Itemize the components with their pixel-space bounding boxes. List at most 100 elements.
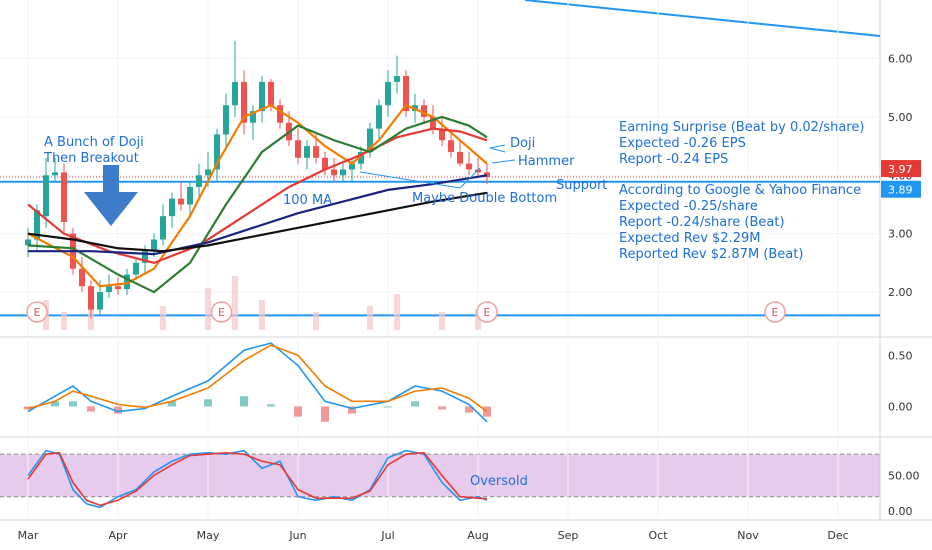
- time-tick-label: Aug: [467, 529, 488, 542]
- macd-pane: [24, 342, 491, 423]
- macd-histogram-bar: [87, 406, 95, 412]
- candle-body: [466, 163, 472, 170]
- macd-histogram-bar: [384, 406, 392, 408]
- volume-bar: [475, 309, 481, 330]
- time-tick-label: Mar: [18, 529, 39, 542]
- candle-body: [43, 175, 49, 217]
- stochastic-pane: [27, 449, 488, 509]
- candle-body: [367, 128, 373, 152]
- earnings-badge: [476, 301, 498, 323]
- note-line: Report -0.24 EPS: [619, 152, 728, 167]
- candle-body: [250, 111, 256, 123]
- candle-body: [268, 81, 274, 106]
- note-100ma: 100 MA: [283, 193, 332, 208]
- candle-body: [421, 105, 427, 117]
- stoch-k-line: [27, 449, 488, 509]
- earnings-badge-label: E: [218, 306, 225, 319]
- volume-bar: [61, 312, 67, 330]
- note-line: Expected -0.26 EPS: [619, 136, 746, 151]
- candle-body: [484, 172, 490, 178]
- note-hammer: Hammer: [518, 154, 575, 169]
- candle-body: [106, 286, 112, 293]
- note-line: Expected -0.25/share: [619, 199, 758, 214]
- candle-body: [313, 146, 319, 158]
- price-tick-label: 2.00: [888, 286, 913, 299]
- stoch-d-line: [27, 451, 488, 507]
- candle-body: [169, 198, 175, 217]
- stoch-tick-label: 50.00: [888, 469, 920, 482]
- ma-green-line: [27, 115, 488, 294]
- candle-body: [151, 239, 157, 252]
- candle-body: [205, 169, 211, 176]
- candle-body: [277, 105, 283, 123]
- price-tick-label: 5.00: [888, 111, 913, 124]
- volume-bar: [232, 276, 238, 330]
- candle-body: [340, 169, 346, 176]
- candle-body: [430, 116, 436, 129]
- note-oversold: Oversold: [470, 474, 528, 489]
- ma-orange-line: [27, 103, 488, 288]
- candle-body: [34, 210, 40, 240]
- time-tick-label: Jun: [288, 529, 306, 542]
- price-tick-label: 6.00: [888, 53, 913, 66]
- down-arrow-icon: [84, 165, 138, 226]
- volume-bar: [160, 306, 166, 330]
- macd-tick-label: 0.50: [888, 349, 913, 362]
- candle-body: [223, 105, 229, 135]
- stochastic-band-fill: [0, 454, 880, 497]
- macd-histogram-bar: [168, 401, 176, 407]
- time-tick-label: Dec: [827, 529, 848, 542]
- macd-tick-label: 0.00: [888, 400, 913, 413]
- stoch-tick-label: 0.00: [888, 505, 913, 518]
- candle-body: [61, 172, 67, 222]
- note-support: Support: [556, 178, 607, 193]
- candle-body: [358, 151, 364, 164]
- candle-body: [124, 274, 130, 290]
- candle-body: [25, 239, 31, 246]
- volume-bar: [394, 294, 400, 330]
- candle-body: [52, 172, 58, 176]
- candle-body: [376, 105, 382, 129]
- candle-body: [178, 198, 184, 205]
- candle-body: [385, 81, 391, 106]
- candle-body: [403, 76, 409, 112]
- macd-histogram-bar: [114, 406, 122, 414]
- volume-bar: [205, 288, 211, 330]
- candle-body: [88, 286, 94, 310]
- macd-histogram-bar: [411, 401, 419, 407]
- volume-bar: [313, 312, 319, 330]
- candle-body: [448, 140, 454, 152]
- volume-bar: [367, 306, 373, 330]
- earnings-notes: Earning Surprise (Beat by 0.02/share)Exp…: [619, 120, 864, 262]
- note-doji-1: A Bunch of Doji: [44, 135, 144, 150]
- note-doji-2: Then Breakout: [43, 151, 139, 166]
- time-tick-label: Jul: [380, 529, 394, 542]
- ma-100-blue-line: [28, 174, 488, 256]
- candle-body: [142, 251, 148, 263]
- note-double-bottom: Maybe Double Bottom: [412, 191, 557, 206]
- candle-body: [79, 268, 85, 287]
- last-price-badge-bg: [881, 160, 921, 178]
- candle-body: [133, 262, 139, 275]
- support-price-badge-bg: [881, 180, 921, 198]
- candle-body: [439, 128, 445, 141]
- downtrend-line: [524, 0, 881, 37]
- support-price-badge: 3.89: [888, 184, 913, 197]
- earnings-badge: [26, 301, 48, 323]
- macd-histogram-bar: [69, 401, 77, 407]
- note-doji: Doji: [510, 136, 535, 151]
- candle-body: [475, 169, 481, 173]
- macd-histogram-bar: [204, 399, 212, 407]
- volume-bar: [439, 312, 445, 330]
- macd-histogram-bar: [240, 396, 248, 407]
- candle-body: [394, 76, 400, 82]
- price-tick-label: 3.00: [888, 228, 913, 241]
- candle-body: [160, 216, 166, 240]
- earnings-badge-label: E: [484, 306, 491, 319]
- macd-histogram-bar: [321, 406, 329, 422]
- earnings-badge: [210, 301, 233, 323]
- time-tick-label: May: [197, 529, 220, 542]
- macd-histogram-bar: [294, 406, 302, 417]
- macd-histogram-bar: [465, 406, 473, 413]
